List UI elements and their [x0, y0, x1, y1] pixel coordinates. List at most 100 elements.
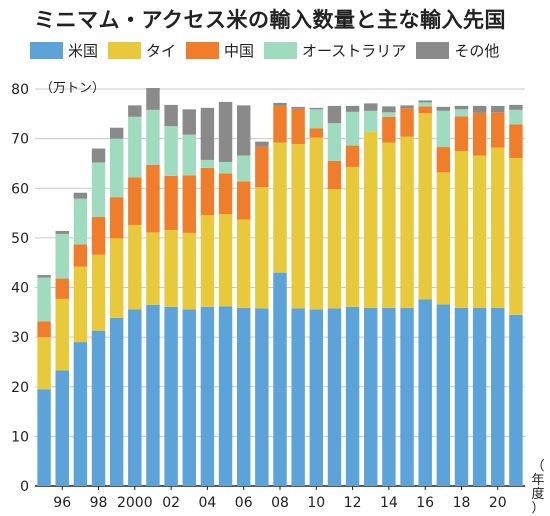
bar-segment-1996-series-1 [55, 298, 69, 371]
bar-segment-2004-series-1 [200, 215, 215, 307]
y-tick-label-60: 60 [11, 181, 29, 197]
bar-segment-2012-series-3 [345, 111, 360, 146]
x-tick-label-2016: 16 [416, 495, 434, 511]
bar-segment-2007-series-4 [255, 141, 269, 147]
bar-segment-2001-series-3 [146, 109, 160, 165]
bar-segment-2016-series-4 [418, 100, 432, 103]
bar-segment-2019-series-2 [472, 112, 487, 156]
bar-segment-2009-series-4 [291, 106, 305, 109]
bar-segment-2017-series-2 [436, 147, 451, 173]
bar-segment-1996-series-4 [55, 230, 69, 234]
bar-segment-1995-series-2 [37, 321, 51, 338]
bar-segment-2009-series-1 [291, 144, 305, 309]
bar-segment-2005-series-2 [218, 173, 233, 215]
bar-segment-2018-series-3 [454, 109, 469, 117]
bar-segment-2013-series-4 [364, 103, 378, 111]
axis-layer: 0 10 20 30 40 50 60 70 80 （万トン） 96 98 2000 02 04 06 08 10… [11, 81, 544, 516]
bar-segment-2019-series-1 [472, 155, 487, 308]
bar-segment-2008-series-2 [273, 105, 287, 143]
bar-segment-2001-series-0 [146, 304, 160, 486]
bar-segment-2012-series-1 [345, 166, 360, 307]
bar-segment-1999-series-1 [109, 238, 124, 318]
bars-layer [37, 88, 523, 486]
bar-segment-1998-series-0 [91, 330, 106, 486]
bar-segment-2006-series-1 [236, 219, 251, 308]
bar-segment-2005-series-4 [218, 101, 233, 162]
bar-segment-1999-series-2 [109, 197, 124, 239]
bar-segment-2017-series-0 [436, 304, 451, 486]
bar-segment-2020-series-4 [491, 105, 505, 113]
x-tick-label-2006: 06 [235, 495, 253, 511]
x-tick-label-1996: 96 [53, 495, 71, 511]
bar-segment-2003-series-3 [182, 134, 196, 176]
x-tick-label-2020: 20 [489, 495, 507, 511]
bar-segment-2000-series-0 [128, 309, 142, 486]
y-tick-label-30: 30 [11, 330, 29, 346]
bar-segment-1997-series-1 [73, 266, 88, 343]
bar-segment-2007-series-0 [255, 308, 269, 486]
x-tick-label-2004: 04 [198, 495, 216, 511]
x-tick-label-1998: 98 [90, 495, 108, 511]
bar-segment-2011-series-4 [327, 105, 342, 124]
bar-segment-2010-series-0 [309, 309, 324, 486]
bar-segment-2001-series-4 [146, 88, 160, 110]
bar-segment-2009-series-0 [291, 308, 305, 486]
bar-segment-2013-series-0 [364, 307, 378, 486]
legend-swatch-us [30, 42, 63, 59]
legend-item-us: 米国 [30, 40, 98, 61]
bar-segment-1998-series-4 [91, 148, 106, 163]
x-tick-label-2002: 02 [162, 495, 180, 511]
bar-segment-2014-series-4 [382, 106, 396, 113]
bar-segment-2020-series-2 [491, 112, 505, 148]
y-tick-label-80: 80 [11, 82, 29, 98]
bar-segment-2020-series-0 [491, 307, 505, 486]
bar-segment-2016-series-2 [418, 106, 432, 114]
bar-segment-2012-series-0 [345, 306, 360, 486]
bar-segment-2005-series-3 [218, 161, 233, 174]
y-tick-label-50: 50 [11, 231, 29, 247]
bar-segment-1997-series-2 [73, 244, 88, 267]
bar-segment-2002-series-3 [164, 126, 178, 176]
bar-segment-2001-series-2 [146, 164, 160, 233]
bar-segment-2006-series-0 [236, 307, 251, 486]
bar-segment-2005-series-1 [218, 214, 233, 307]
bar-segment-2018-series-2 [454, 116, 469, 152]
bar-segment-2000-series-2 [128, 177, 142, 225]
bar-segment-1998-series-3 [91, 162, 106, 218]
bar-segment-2014-series-0 [382, 307, 396, 486]
legend-label-australia: オーストラリア [302, 42, 407, 60]
bar-segment-1995-series-0 [37, 389, 51, 486]
x-tick-label-2018: 18 [453, 495, 471, 511]
bar-segment-2021-series-3 [509, 109, 523, 125]
legend-swatch-china [186, 42, 220, 59]
bar-segment-2006-series-3 [236, 155, 251, 182]
y-tick-label-40: 40 [11, 281, 29, 297]
x-tick-label-2012: 12 [344, 495, 362, 511]
bar-segment-1998-series-2 [91, 217, 106, 255]
bar-segment-2010-series-3 [309, 109, 324, 129]
bar-segment-1997-series-3 [73, 198, 88, 245]
bar-segment-2000-series-3 [128, 116, 142, 178]
bar-segment-1999-series-3 [109, 138, 124, 198]
bar-segment-2012-series-4 [345, 105, 360, 112]
bar-segment-2018-series-1 [454, 151, 469, 308]
bar-segment-2005-series-0 [218, 306, 233, 486]
bar-segment-2002-series-0 [164, 306, 178, 486]
bar-segment-2009-series-2 [291, 108, 305, 145]
x-axis-unit-label: （年度） [531, 459, 544, 516]
bar-segment-1996-series-2 [55, 278, 69, 299]
bar-segment-2021-series-2 [509, 124, 523, 158]
bar-segment-2015-series-0 [400, 307, 414, 486]
legend-label-other: その他 [454, 42, 500, 60]
y-tick-label-20: 20 [11, 380, 29, 396]
bar-segment-2013-series-3 [364, 110, 378, 132]
bar-segment-2000-series-1 [128, 224, 142, 310]
bar-segment-2003-series-4 [182, 109, 196, 135]
bar-segment-1999-series-4 [109, 127, 124, 139]
bar-segment-1999-series-0 [109, 317, 124, 486]
legend-label-china: 中国 [224, 42, 255, 60]
bar-segment-2003-series-0 [182, 309, 196, 486]
bar-segment-2016-series-0 [418, 299, 432, 486]
bar-segment-2001-series-1 [146, 232, 160, 305]
